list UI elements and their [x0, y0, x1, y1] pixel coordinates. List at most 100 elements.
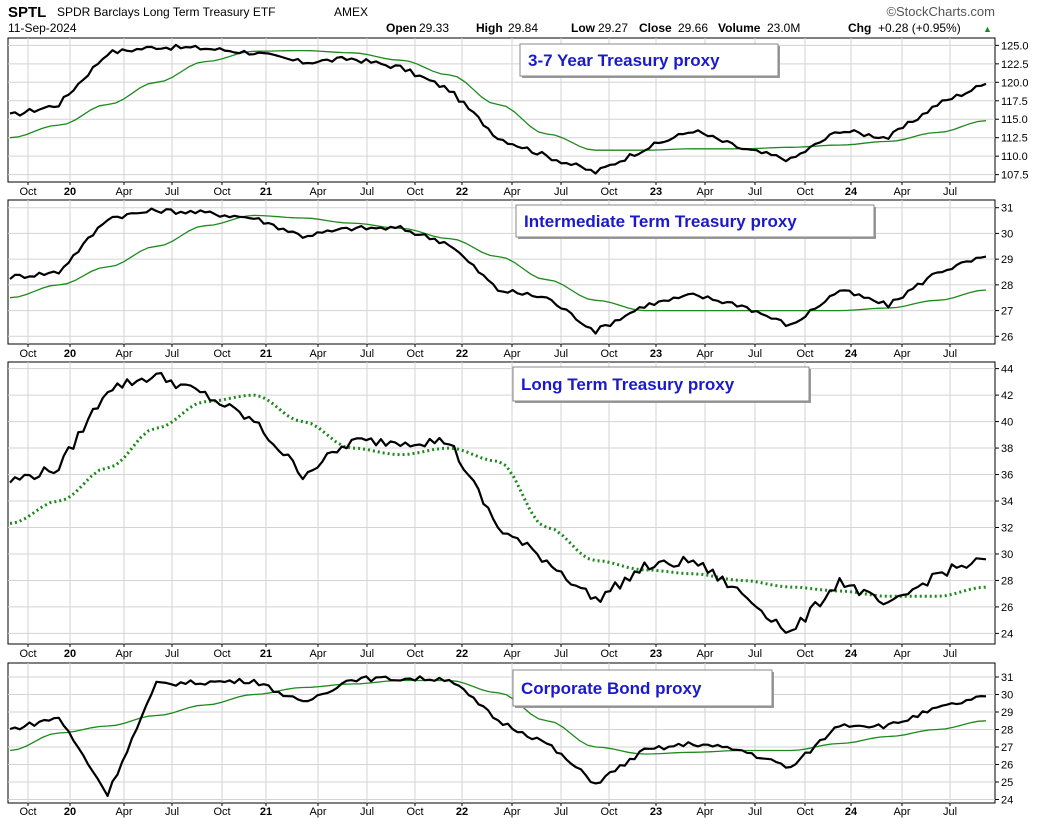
- x-tick-label: Jul: [748, 186, 762, 198]
- x-tick-label: Jul: [943, 806, 957, 818]
- y-tick-label: 36: [1001, 470, 1013, 482]
- panel-title: Long Term Treasury proxy: [521, 375, 735, 394]
- x-tick-label: Oct: [19, 648, 36, 660]
- y-tick-label: 42: [1001, 390, 1013, 402]
- price-line: [9, 372, 987, 634]
- y-tick-label: 34: [1001, 496, 1013, 508]
- x-tick-label: Oct: [600, 648, 617, 660]
- x-tick-label: Apr: [309, 186, 326, 198]
- y-tick-label: 27: [1001, 306, 1013, 318]
- x-tick-label: Oct: [600, 348, 617, 360]
- x-tick-label: Jul: [554, 806, 568, 818]
- x-tick-label: Apr: [115, 806, 132, 818]
- y-tick-label: 30: [1001, 228, 1013, 240]
- x-tick-label: Jul: [748, 348, 762, 360]
- x-tick-label: 21: [260, 186, 272, 198]
- y-tick-label: 110.0: [1001, 151, 1028, 163]
- open-label: Open: [386, 21, 417, 35]
- close-label: Close: [639, 21, 672, 35]
- x-tick-label: Apr: [115, 186, 132, 198]
- y-tick-label: 28: [1001, 725, 1013, 737]
- x-tick-label: Apr: [115, 648, 132, 660]
- x-tick-label: 24: [845, 648, 858, 660]
- y-tick-label: 44: [1001, 364, 1013, 376]
- x-tick-label: 22: [456, 806, 468, 818]
- y-tick-label: 26: [1001, 760, 1013, 772]
- y-tick-label: 107.5: [1001, 170, 1029, 182]
- x-tick-label: Oct: [600, 186, 617, 198]
- y-tick-label: 25: [1001, 777, 1013, 789]
- exchange-label: AMEX: [334, 5, 368, 19]
- x-tick-label: 20: [64, 186, 76, 198]
- price-line: [9, 675, 987, 797]
- x-tick-label: Oct: [213, 348, 230, 360]
- x-tick-label: Apr: [503, 806, 520, 818]
- y-tick-label: 38: [1001, 443, 1013, 455]
- volume-label: Volume: [718, 21, 761, 35]
- x-tick-label: Apr: [309, 348, 326, 360]
- x-tick-label: Jul: [360, 648, 374, 660]
- x-tick-label: 22: [456, 186, 468, 198]
- x-tick-label: 20: [64, 348, 76, 360]
- y-tick-label: 28: [1001, 575, 1013, 587]
- x-tick-label: Apr: [696, 348, 713, 360]
- x-tick-label: 22: [456, 648, 468, 660]
- x-tick-label: Oct: [19, 186, 36, 198]
- x-tick-label: Oct: [600, 806, 617, 818]
- x-tick-label: Apr: [696, 186, 713, 198]
- x-tick-label: Oct: [406, 348, 423, 360]
- x-tick-label: Jul: [360, 348, 374, 360]
- x-tick-label: 21: [260, 348, 272, 360]
- moving-average-line: [9, 679, 987, 755]
- x-tick-label: Apr: [893, 186, 910, 198]
- x-tick-label: 21: [260, 806, 272, 818]
- panel-title: 3-7 Year Treasury proxy: [528, 51, 720, 70]
- x-tick-label: 24: [845, 348, 858, 360]
- x-tick-label: Jul: [943, 348, 957, 360]
- x-tick-label: Jul: [748, 806, 762, 818]
- x-tick-label: Jul: [554, 348, 568, 360]
- y-tick-label: 112.5: [1001, 133, 1028, 145]
- x-tick-label: Jul: [554, 648, 568, 660]
- x-tick-label: Oct: [796, 348, 813, 360]
- x-tick-label: Oct: [406, 806, 423, 818]
- x-tick-label: Apr: [115, 348, 132, 360]
- moving-average-line: [9, 49, 987, 151]
- y-tick-label: 29: [1001, 254, 1013, 266]
- x-tick-label: 23: [650, 806, 662, 818]
- x-tick-label: Apr: [696, 806, 713, 818]
- x-tick-label: Jul: [165, 186, 179, 198]
- x-tick-label: Jul: [360, 806, 374, 818]
- x-tick-label: Apr: [893, 348, 910, 360]
- x-tick-label: Apr: [309, 648, 326, 660]
- y-tick-label: 28: [1001, 280, 1013, 292]
- panel-4: 24 25 26 27 28 29 30 31 Oct 20 Apr Jul Oct 21 Apr Jul Oc…: [7, 662, 1013, 818]
- y-tick-label: 122.5: [1001, 59, 1029, 71]
- x-tick-label: 24: [845, 186, 858, 198]
- x-tick-label: Oct: [19, 348, 36, 360]
- x-tick-label: 24: [845, 806, 858, 818]
- x-tick-label: Oct: [406, 648, 423, 660]
- panel-title: Corporate Bond proxy: [521, 679, 702, 698]
- x-tick-label: Jul: [165, 648, 179, 660]
- x-tick-label: Jul: [748, 648, 762, 660]
- y-tick-label: 31: [1001, 203, 1013, 215]
- y-tick-label: 30: [1001, 690, 1013, 702]
- symbol-label: SPTL: [8, 4, 46, 21]
- x-tick-label: Oct: [213, 806, 230, 818]
- x-tick-label: 23: [650, 186, 662, 198]
- x-tick-label: Oct: [796, 648, 813, 660]
- panel-frame: [7, 37, 996, 183]
- change-value: +0.28 (+0.95%): [878, 21, 961, 35]
- x-tick-label: Apr: [503, 186, 520, 198]
- x-tick-label: Jul: [943, 186, 957, 198]
- y-tick-label: 24: [1001, 628, 1013, 640]
- moving-average-line: [9, 214, 987, 312]
- high-value: 29.84: [508, 21, 538, 35]
- panel-frame: [7, 361, 996, 645]
- close-value: 29.66: [678, 21, 708, 35]
- x-tick-label: 23: [650, 648, 662, 660]
- high-label: High: [476, 21, 503, 35]
